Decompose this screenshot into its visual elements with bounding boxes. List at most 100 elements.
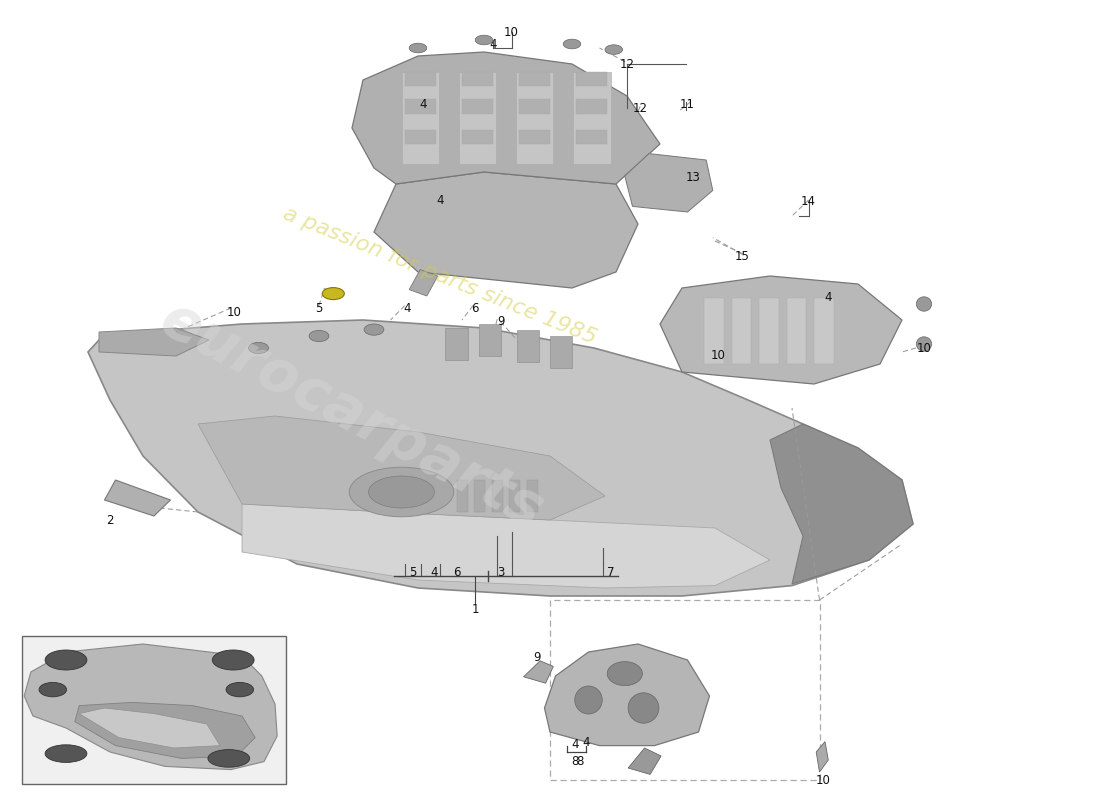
- Ellipse shape: [208, 750, 250, 767]
- Bar: [519, 130, 550, 144]
- Bar: [573, 72, 610, 164]
- Text: 7: 7: [607, 566, 614, 578]
- Bar: [405, 130, 436, 144]
- Polygon shape: [88, 320, 913, 596]
- Bar: [519, 72, 550, 86]
- Bar: [462, 72, 493, 86]
- Polygon shape: [99, 328, 209, 356]
- Polygon shape: [478, 324, 500, 356]
- Ellipse shape: [607, 662, 642, 686]
- Text: 10: 10: [711, 350, 726, 362]
- Ellipse shape: [249, 342, 268, 354]
- Ellipse shape: [45, 650, 87, 670]
- Polygon shape: [75, 702, 255, 758]
- Bar: [459, 72, 496, 164]
- Text: 4: 4: [825, 291, 832, 304]
- Text: 15: 15: [735, 250, 750, 262]
- Polygon shape: [625, 154, 713, 212]
- Text: a passion for parts since 1985: a passion for parts since 1985: [280, 204, 600, 348]
- Polygon shape: [24, 644, 277, 770]
- Ellipse shape: [563, 39, 581, 49]
- Ellipse shape: [227, 682, 253, 697]
- Text: 4: 4: [404, 302, 410, 314]
- Bar: [516, 72, 553, 164]
- Polygon shape: [550, 336, 572, 368]
- Text: eurocarparts: eurocarparts: [151, 291, 553, 541]
- Bar: [509, 480, 520, 512]
- Polygon shape: [770, 424, 913, 584]
- Bar: [456, 480, 468, 512]
- Ellipse shape: [628, 693, 659, 723]
- Text: 6: 6: [472, 302, 478, 314]
- Bar: [462, 99, 493, 114]
- Text: 5: 5: [409, 566, 416, 578]
- Bar: [462, 130, 493, 144]
- Text: 4: 4: [490, 38, 496, 50]
- Text: 10: 10: [815, 774, 830, 786]
- Ellipse shape: [574, 686, 603, 714]
- Text: 13: 13: [685, 171, 701, 184]
- Polygon shape: [198, 416, 605, 520]
- Text: 12: 12: [632, 102, 648, 114]
- Text: 4: 4: [431, 566, 438, 578]
- Ellipse shape: [322, 288, 344, 300]
- Polygon shape: [816, 742, 828, 772]
- Text: 1: 1: [472, 603, 478, 616]
- Bar: [704, 298, 724, 364]
- Polygon shape: [524, 661, 553, 683]
- FancyBboxPatch shape: [22, 636, 286, 784]
- Text: 9: 9: [534, 651, 540, 664]
- Polygon shape: [628, 748, 661, 774]
- Text: 10: 10: [916, 342, 932, 354]
- Text: 3: 3: [497, 566, 504, 578]
- Ellipse shape: [409, 43, 427, 53]
- Bar: [405, 72, 436, 86]
- Text: 4: 4: [572, 738, 579, 750]
- Ellipse shape: [212, 650, 254, 670]
- Text: 2: 2: [107, 514, 113, 526]
- Ellipse shape: [309, 330, 329, 342]
- Text: 12: 12: [619, 58, 635, 70]
- Bar: [732, 298, 751, 364]
- Text: 10: 10: [227, 306, 242, 318]
- Text: 11: 11: [680, 98, 695, 110]
- Bar: [576, 130, 607, 144]
- Text: 14: 14: [801, 195, 816, 208]
- Text: 4: 4: [583, 736, 590, 749]
- Text: 8: 8: [576, 755, 583, 768]
- Ellipse shape: [916, 297, 932, 311]
- Ellipse shape: [368, 476, 434, 508]
- Ellipse shape: [916, 337, 932, 351]
- Text: 4: 4: [437, 194, 443, 206]
- Polygon shape: [242, 504, 770, 588]
- Text: 9: 9: [497, 315, 504, 328]
- Polygon shape: [352, 52, 660, 184]
- Polygon shape: [374, 172, 638, 288]
- Bar: [759, 298, 779, 364]
- Ellipse shape: [475, 35, 493, 45]
- Bar: [519, 99, 550, 114]
- Polygon shape: [660, 276, 902, 384]
- Text: 6: 6: [453, 566, 460, 578]
- Bar: [786, 298, 806, 364]
- Bar: [405, 99, 436, 114]
- Bar: [492, 480, 503, 512]
- Text: 5: 5: [316, 302, 322, 314]
- Text: 10: 10: [504, 26, 519, 38]
- Ellipse shape: [364, 324, 384, 335]
- Polygon shape: [544, 644, 710, 746]
- Bar: [576, 72, 607, 86]
- Polygon shape: [517, 330, 539, 362]
- Polygon shape: [409, 270, 438, 296]
- Bar: [527, 480, 538, 512]
- Ellipse shape: [40, 682, 67, 697]
- Polygon shape: [446, 328, 468, 360]
- Bar: [814, 298, 834, 364]
- Polygon shape: [104, 480, 170, 516]
- Ellipse shape: [605, 45, 623, 54]
- Ellipse shape: [350, 467, 453, 517]
- Bar: [402, 72, 439, 164]
- Bar: [576, 99, 607, 114]
- Text: 8: 8: [572, 755, 579, 768]
- Ellipse shape: [45, 745, 87, 762]
